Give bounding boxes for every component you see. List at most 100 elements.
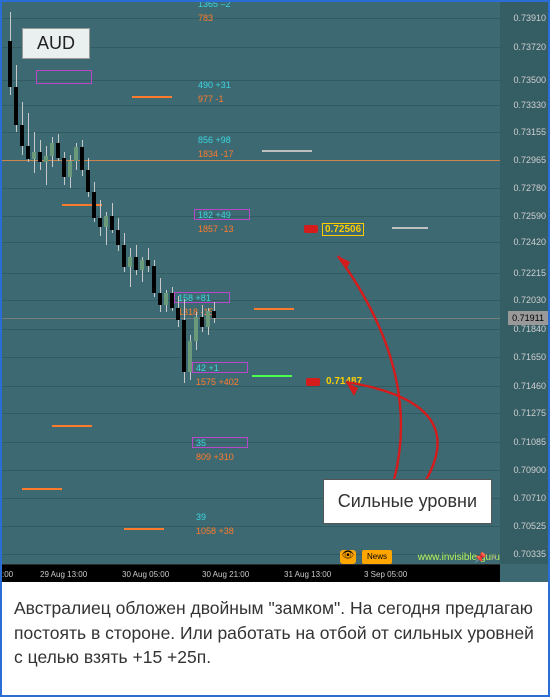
- highlight-marker: [306, 378, 320, 386]
- gridline: [2, 526, 500, 527]
- x-tick: 30 Aug 21:00: [202, 570, 249, 579]
- highlight-marker: [304, 225, 318, 233]
- y-tick: 0.70525: [513, 521, 546, 531]
- highlight-price: 0.72506: [322, 223, 364, 236]
- candle-body: [8, 41, 12, 87]
- empty-purple-box: [36, 70, 92, 84]
- y-tick: 0.70900: [513, 465, 546, 475]
- x-tick: 29 Aug 13:00: [40, 570, 87, 579]
- level-label-orange: 1857 -13: [198, 224, 234, 234]
- price-chart[interactable]: 0.739100.737200.735000.733300.731550.729…: [2, 2, 548, 582]
- x-tick: 3 Sep 05:00: [364, 570, 407, 579]
- gridline: [2, 300, 500, 301]
- candle-body: [92, 192, 96, 217]
- y-tick: 0.71085: [513, 437, 546, 447]
- level-purple-box: [174, 292, 230, 303]
- y-tick: 0.73720: [513, 42, 546, 52]
- candle-body: [134, 257, 138, 270]
- y-tick: 0.72965: [513, 155, 546, 165]
- candle-body: [128, 257, 132, 267]
- candle-body: [182, 320, 186, 372]
- y-tick: 0.73500: [513, 75, 546, 85]
- candle-body: [110, 216, 114, 229]
- candle-body: [74, 147, 78, 160]
- candle-body: [140, 260, 144, 270]
- candle-body: [116, 230, 120, 245]
- gridline: [2, 386, 500, 387]
- level-label-orange: 1058 +38: [196, 526, 234, 536]
- gridline: [2, 357, 500, 358]
- gridline: [2, 105, 500, 106]
- y-tick: 0.72030: [513, 295, 546, 305]
- level-segment: [124, 528, 164, 530]
- candle-body: [104, 216, 108, 226]
- y-tick: 0.73330: [513, 100, 546, 110]
- y-tick: 0.70710: [513, 493, 546, 503]
- x-tick: :00: [2, 570, 13, 579]
- candle-body: [188, 341, 192, 372]
- caption-text: Австралиец обложен двойным "замком". На …: [2, 582, 548, 684]
- gridline: [2, 273, 500, 274]
- x-tick: 30 Aug 05:00: [122, 570, 169, 579]
- footer-bar: 👁Newswww.invisible.guru: [2, 548, 500, 564]
- gridline: [2, 216, 500, 217]
- gridline: [2, 18, 500, 19]
- level-segment: [52, 425, 92, 427]
- level-segment: [62, 204, 102, 206]
- gridline: [2, 242, 500, 243]
- candle-body: [62, 158, 66, 177]
- candle-body: [146, 260, 150, 266]
- candle-wick: [130, 248, 131, 287]
- gridline: [2, 470, 500, 471]
- level-label-orange: 1575 +402: [196, 377, 239, 387]
- candle-body: [158, 293, 162, 305]
- level-segment: [254, 308, 294, 310]
- candle-body: [206, 311, 210, 327]
- y-tick: 0.73910: [513, 13, 546, 23]
- level-label-orange: 1834 -17: [198, 149, 234, 159]
- gridline: [2, 413, 500, 414]
- candle-body: [26, 146, 30, 159]
- level-segment: [132, 96, 172, 98]
- candle-body: [98, 218, 102, 227]
- level-label-orange: 783: [198, 13, 213, 23]
- candle-body: [32, 152, 36, 159]
- candle-body: [38, 152, 42, 162]
- candle-body: [212, 311, 216, 318]
- annotation-strong-levels: Сильные уровни: [323, 479, 492, 524]
- highlight-price: 0.71487: [324, 376, 364, 387]
- candle-body: [50, 143, 54, 156]
- current-price-tag: 0.71911: [508, 311, 548, 325]
- news-icon[interactable]: News: [362, 550, 392, 564]
- level-purple-box: [194, 209, 250, 220]
- level-label-cyan: 856 +98: [198, 135, 231, 145]
- level-label-orange: 977 -1: [198, 94, 224, 104]
- eye-icon[interactable]: 👁: [340, 550, 356, 564]
- y-tick: 0.72590: [513, 211, 546, 221]
- candle-body: [56, 143, 60, 158]
- gridline: [2, 132, 500, 133]
- y-tick: 0.71275: [513, 408, 546, 418]
- y-tick: 0.71840: [513, 324, 546, 334]
- candle-body: [44, 156, 48, 162]
- y-tick: 0.71650: [513, 352, 546, 362]
- candle-body: [20, 125, 24, 146]
- level-purple-box: [192, 437, 248, 448]
- level-label-orange: 809 +310: [196, 452, 234, 462]
- gridline: [2, 188, 500, 189]
- candle-body: [80, 147, 84, 169]
- level-segment: [392, 227, 428, 229]
- candle-body: [68, 161, 72, 177]
- candle-body: [86, 170, 90, 192]
- y-tick: 0.72780: [513, 183, 546, 193]
- gridline: [2, 442, 500, 443]
- level-label-cyan: 490 +31: [198, 80, 231, 90]
- y-tick: 0.71460: [513, 381, 546, 391]
- level-segment: [252, 375, 292, 377]
- y-scale: 0.739100.737200.735000.733300.731550.729…: [500, 2, 548, 564]
- x-scale: :00 29 Aug 13:00 30 Aug 05:00 30 Aug 21:00 3…: [2, 564, 500, 582]
- window-controls-icon[interactable]: 📌 ✕: [474, 553, 498, 564]
- candle-body: [200, 317, 204, 327]
- gridline: [2, 329, 500, 330]
- level-purple-box: [192, 362, 248, 373]
